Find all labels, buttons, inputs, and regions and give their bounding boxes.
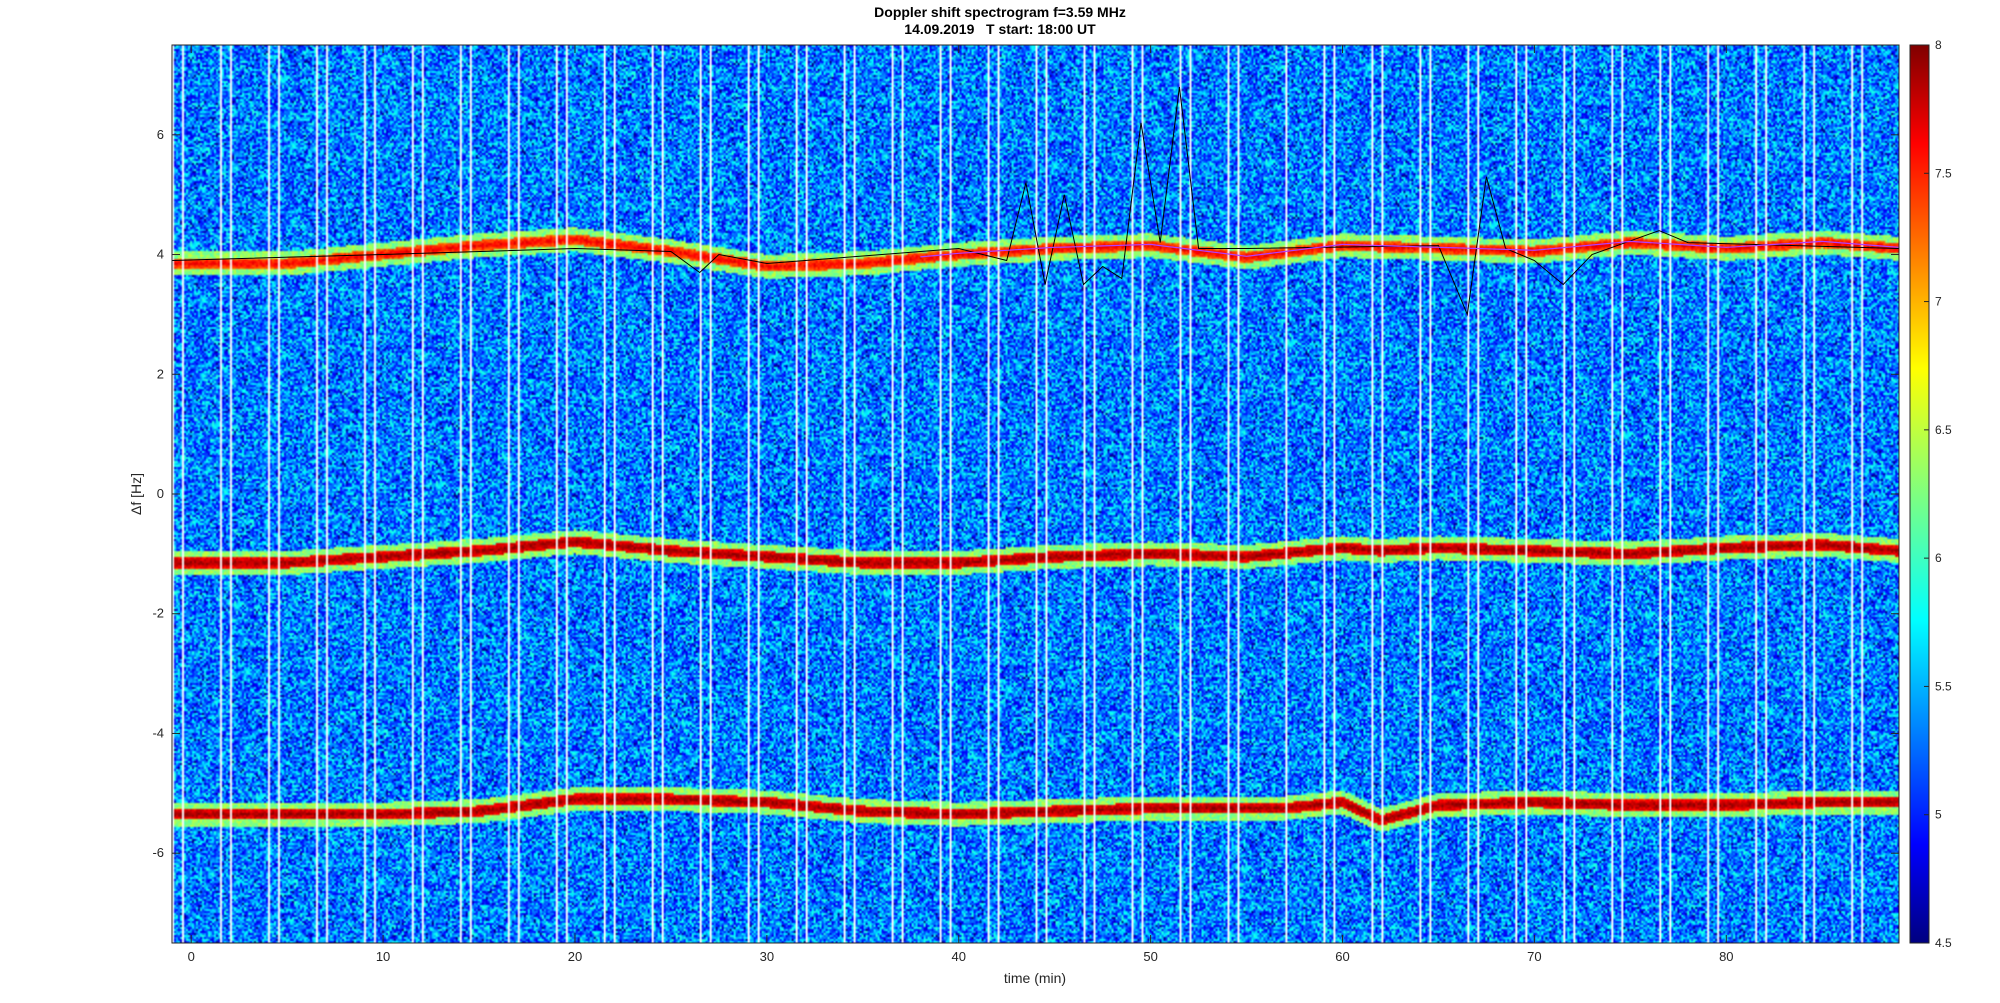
x-tick-label: 80: [1719, 949, 1733, 964]
y-tick-label: -2: [152, 606, 164, 621]
y-tick-label: 0: [157, 486, 164, 501]
x-tick-label: 30: [760, 949, 774, 964]
colorbar-tick-label: 6: [1935, 551, 1942, 565]
doppler-trace-line: [172, 86, 1899, 317]
colorbar-tick-label: 5: [1935, 808, 1942, 822]
x-tick-label: 0: [188, 949, 195, 964]
colorbar-ticks: 4.5 5 5.5 6 6.5 7 7.5 8: [1924, 38, 1952, 950]
doppler-trace-overlay: [1342, 240, 1899, 251]
y-tick-label: 2: [157, 366, 164, 381]
chart-title: Doppler shift spectrogram f=3.59 MHz: [874, 4, 1126, 20]
y-tick-label: -4: [152, 725, 164, 740]
colorbar-tick-label: 7.5: [1935, 166, 1952, 180]
x-tick-label: 50: [1143, 949, 1157, 964]
x-tick-label: 60: [1335, 949, 1349, 964]
colorbar: 4.5 5 5.5 6 6.5 7 7.5 8: [1909, 38, 1952, 950]
y-axis-label: Δf [Hz]: [128, 473, 144, 515]
chart-title-block: Doppler shift spectrogram f=3.59 MHz 14.…: [0, 4, 2000, 38]
doppler-trace-overlay: [920, 243, 1343, 258]
y-tick-label: -6: [152, 845, 164, 860]
x-tick-label: 40: [952, 949, 966, 964]
colorbar-tick-label: 5.5: [1935, 679, 1952, 693]
x-tick-label: 10: [376, 949, 390, 964]
spectrogram-heatmap: [172, 45, 1899, 943]
colorbar-tick-label: 4.5: [1935, 936, 1952, 950]
x-tick-label: 20: [568, 949, 582, 964]
y-tick-label: 6: [157, 127, 164, 142]
x-tick-label: 70: [1527, 949, 1541, 964]
colorbar-gradient: [1909, 44, 1930, 944]
colorbar-tick-label: 8: [1935, 38, 1942, 52]
colorbar-tick-label: 6.5: [1935, 423, 1952, 437]
colorbar-tick-label: 7: [1935, 295, 1942, 309]
y-tick-label: 4: [157, 247, 164, 262]
y-axis: -6 -4 -2 0 2 4 6: [152, 127, 1899, 860]
chart-subtitle: 14.09.2019 T start: 18:00 UT: [904, 21, 1096, 37]
x-axis: 0 10 20 30 40 50 60 70 80: [188, 45, 1734, 964]
plot-area: [171, 44, 1900, 944]
x-axis-label: time (min): [1004, 970, 1066, 986]
